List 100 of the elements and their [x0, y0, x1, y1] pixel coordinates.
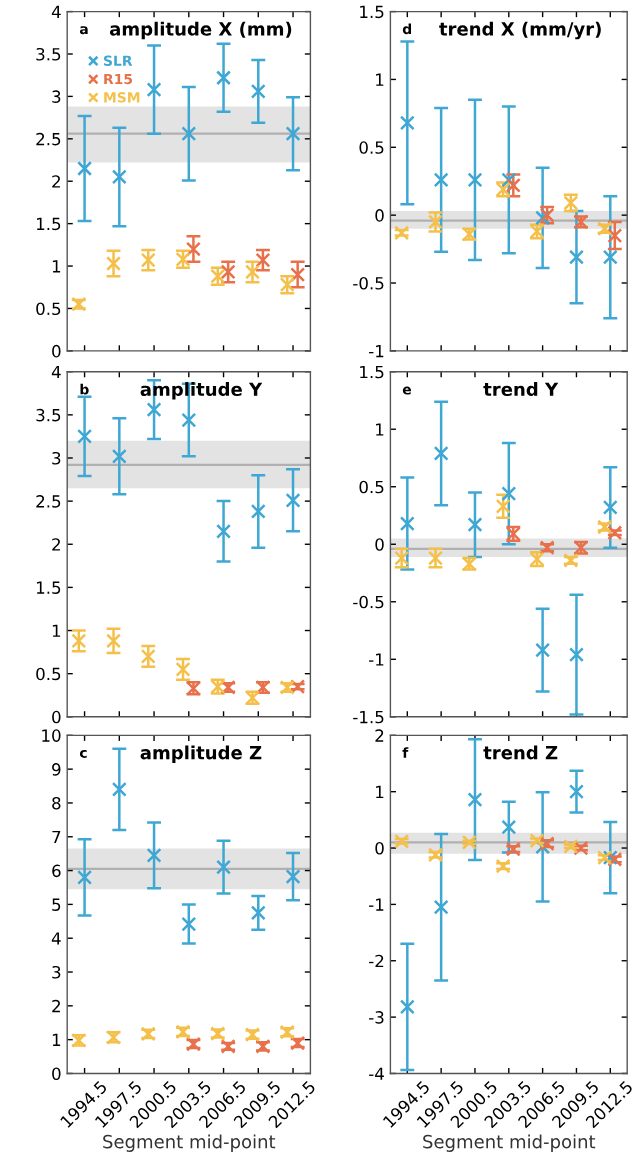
point	[250, 83, 266, 99]
text: amplitude X (mm)	[109, 21, 292, 40]
point	[290, 679, 306, 695]
y-tick-label: 1.5	[36, 581, 61, 594]
point	[216, 523, 232, 539]
point	[181, 412, 197, 428]
point	[535, 642, 551, 658]
point	[394, 833, 410, 849]
point	[495, 498, 511, 514]
y-tick-label: 8	[52, 796, 61, 810]
point	[111, 781, 127, 797]
y-tick-label: -4	[369, 1067, 384, 1080]
point	[433, 445, 449, 461]
point	[285, 492, 301, 508]
y-tick-label: -1	[369, 653, 384, 666]
point	[467, 792, 483, 808]
y-tick-label: 1	[376, 785, 384, 799]
y-tick-label: 2	[52, 538, 60, 551]
point	[106, 256, 122, 272]
point	[597, 850, 613, 866]
y-tick-label: 4	[51, 365, 61, 379]
y-tick-label: 10	[42, 729, 61, 742]
y-tick-label: 1.5	[36, 217, 61, 231]
y-tick-label: 0.5	[359, 141, 384, 154]
point	[140, 252, 156, 268]
y-tick-label: 1	[376, 423, 384, 436]
point	[602, 499, 618, 515]
point	[181, 126, 197, 142]
point	[285, 126, 301, 142]
y-tick-label: 0.5	[36, 302, 61, 316]
y-tick-label: 5	[52, 898, 61, 911]
point	[573, 840, 589, 856]
y-tick-label: 0	[375, 209, 384, 222]
point	[394, 225, 410, 241]
point	[428, 847, 444, 863]
y-tick-label: 4	[51, 932, 61, 945]
y-tick-label: 0	[375, 538, 384, 551]
point	[602, 850, 618, 866]
y-tick-label: 3.5	[36, 47, 61, 61]
y-tick-label: 3	[52, 451, 61, 465]
point	[501, 486, 517, 502]
point	[467, 172, 483, 188]
y-tick-label: 0.5	[36, 667, 61, 681]
point	[77, 161, 93, 176]
point	[529, 833, 545, 849]
y-tick-label: 0	[52, 1067, 61, 1081]
point	[467, 517, 483, 533]
point	[568, 647, 584, 663]
y-tick-label: 1.5	[360, 365, 384, 379]
y-tick-label: 2	[375, 729, 384, 742]
point	[501, 819, 517, 835]
point	[245, 264, 260, 280]
point	[433, 172, 449, 188]
point	[111, 448, 127, 464]
point	[71, 633, 87, 649]
point	[607, 228, 623, 244]
point	[216, 70, 232, 86]
point	[77, 428, 93, 444]
y-tick-label: 0.5	[359, 480, 384, 494]
point	[607, 851, 623, 867]
y-tick-label: 1	[52, 1033, 61, 1046]
y-tick-label: 0	[375, 842, 384, 855]
point	[461, 834, 477, 850]
point	[146, 847, 162, 863]
chart-title: trend Y	[483, 382, 559, 397]
point	[568, 249, 584, 265]
y-tick-label: 3	[52, 965, 61, 979]
y-tick-label: 2.5	[36, 132, 61, 146]
point	[495, 858, 511, 874]
point	[181, 916, 197, 932]
y-tick-label: 9	[52, 763, 61, 776]
x-axis-title: Segment mid-point	[103, 1134, 276, 1152]
point	[250, 905, 266, 921]
point	[290, 267, 306, 283]
point	[146, 402, 162, 418]
point	[607, 525, 623, 541]
y-tick-label: 1	[376, 73, 384, 86]
y-tick-label: -1.5	[353, 710, 384, 724]
point	[220, 264, 236, 280]
point	[602, 249, 618, 265]
point	[255, 252, 271, 268]
point	[175, 661, 191, 677]
y-tick-label: 4	[51, 5, 61, 18]
chart-title: trend Z	[483, 745, 558, 760]
y-tick-label: 2	[52, 999, 60, 1013]
y-tick-label: -0.5	[353, 595, 384, 609]
x-axis-title: Segment mid-point	[423, 1134, 596, 1152]
point	[505, 841, 521, 857]
point	[501, 172, 517, 188]
point	[568, 784, 584, 800]
y-tick-label: 2.5	[36, 495, 61, 508]
point	[399, 115, 415, 131]
point	[146, 82, 162, 98]
y-tick-label: -1	[369, 345, 384, 358]
y-tick-label: 0	[52, 710, 61, 724]
point	[285, 869, 301, 885]
text: trend X (mm/yr)	[439, 21, 601, 40]
y-tick-label: -1	[369, 898, 384, 911]
point	[140, 648, 156, 664]
point	[399, 516, 415, 532]
